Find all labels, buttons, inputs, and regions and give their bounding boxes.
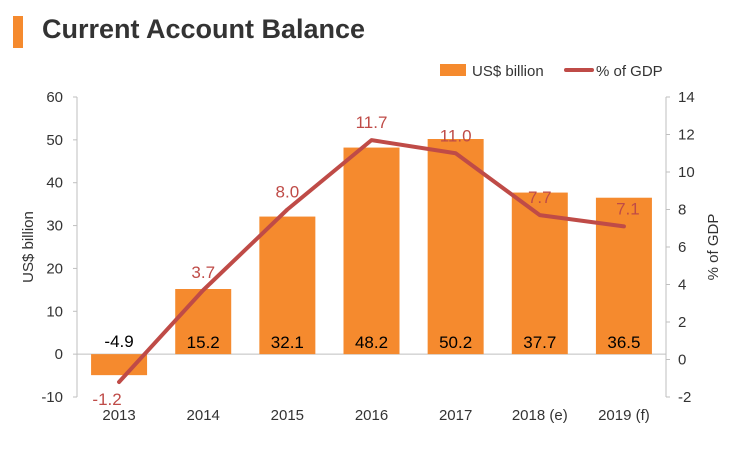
bar	[259, 216, 316, 355]
legend-label-line: % of GDP	[596, 63, 663, 80]
bar	[175, 289, 232, 355]
legend-swatch-bar	[440, 64, 466, 76]
y2-tick-label: 14	[678, 89, 695, 106]
y-tick-label: 50	[46, 132, 63, 149]
bar	[91, 354, 148, 376]
line-data-label: 7.1	[616, 199, 640, 218]
y-tick-label: -10	[41, 389, 63, 406]
y2-tick-label: 2	[678, 314, 686, 331]
y2-tick-label: 4	[678, 277, 686, 294]
line-data-label: 3.7	[191, 263, 215, 282]
line-data-label: 11.7	[356, 113, 388, 132]
y-tick-label: 30	[46, 218, 63, 235]
y-tick-label: 0	[55, 346, 63, 363]
line-data-label: 7.7	[528, 188, 552, 207]
y-tick-label: 10	[46, 303, 63, 320]
bar-data-label: 36.5	[607, 333, 640, 352]
bar	[595, 197, 652, 355]
bar	[343, 147, 400, 355]
bar-data-label: -4.9	[104, 332, 133, 351]
line-data-label: 11.0	[440, 126, 472, 145]
y2-tick-label: 6	[678, 239, 686, 256]
x-tick-label: 2014	[187, 407, 220, 424]
x-tick-label: 2016	[355, 407, 388, 424]
bar-data-label: 37.7	[523, 333, 556, 352]
x-tick-label: 2013	[102, 407, 135, 424]
bar-data-label: 32.1	[271, 333, 304, 352]
bar-data-label: 50.2	[439, 333, 472, 352]
title-accent-bar	[13, 16, 23, 48]
x-tick-label: 2015	[271, 407, 304, 424]
x-tick-label: 2019 (f)	[598, 407, 650, 424]
x-tick-label: 2017	[439, 407, 472, 424]
y2-tick-label: 12	[678, 127, 695, 144]
y2-tick-label: 0	[678, 352, 686, 369]
y-axis-title: US$ billion	[20, 211, 37, 283]
bar-data-label: 48.2	[355, 333, 388, 352]
y-tick-label: 40	[46, 175, 63, 192]
y-tick-label: 20	[46, 260, 63, 277]
line-series	[117, 138, 626, 384]
y2-tick-label: 10	[678, 164, 695, 181]
bar	[427, 139, 484, 355]
legend-label-bar: US$ billion	[472, 63, 544, 80]
x-tick-label: 2018 (e)	[512, 407, 568, 424]
y2-tick-label: 8	[678, 202, 686, 219]
page-title: Current Account Balance	[42, 14, 366, 44]
y2-axis-title: % of GDP	[705, 214, 722, 281]
line-data-label: -1.2	[92, 390, 121, 409]
bar-data-label: 15.2	[187, 333, 220, 352]
line-data-label: 8.0	[276, 183, 300, 202]
y2-tick-label: -2	[678, 389, 691, 406]
y-tick-label: 60	[46, 89, 63, 106]
